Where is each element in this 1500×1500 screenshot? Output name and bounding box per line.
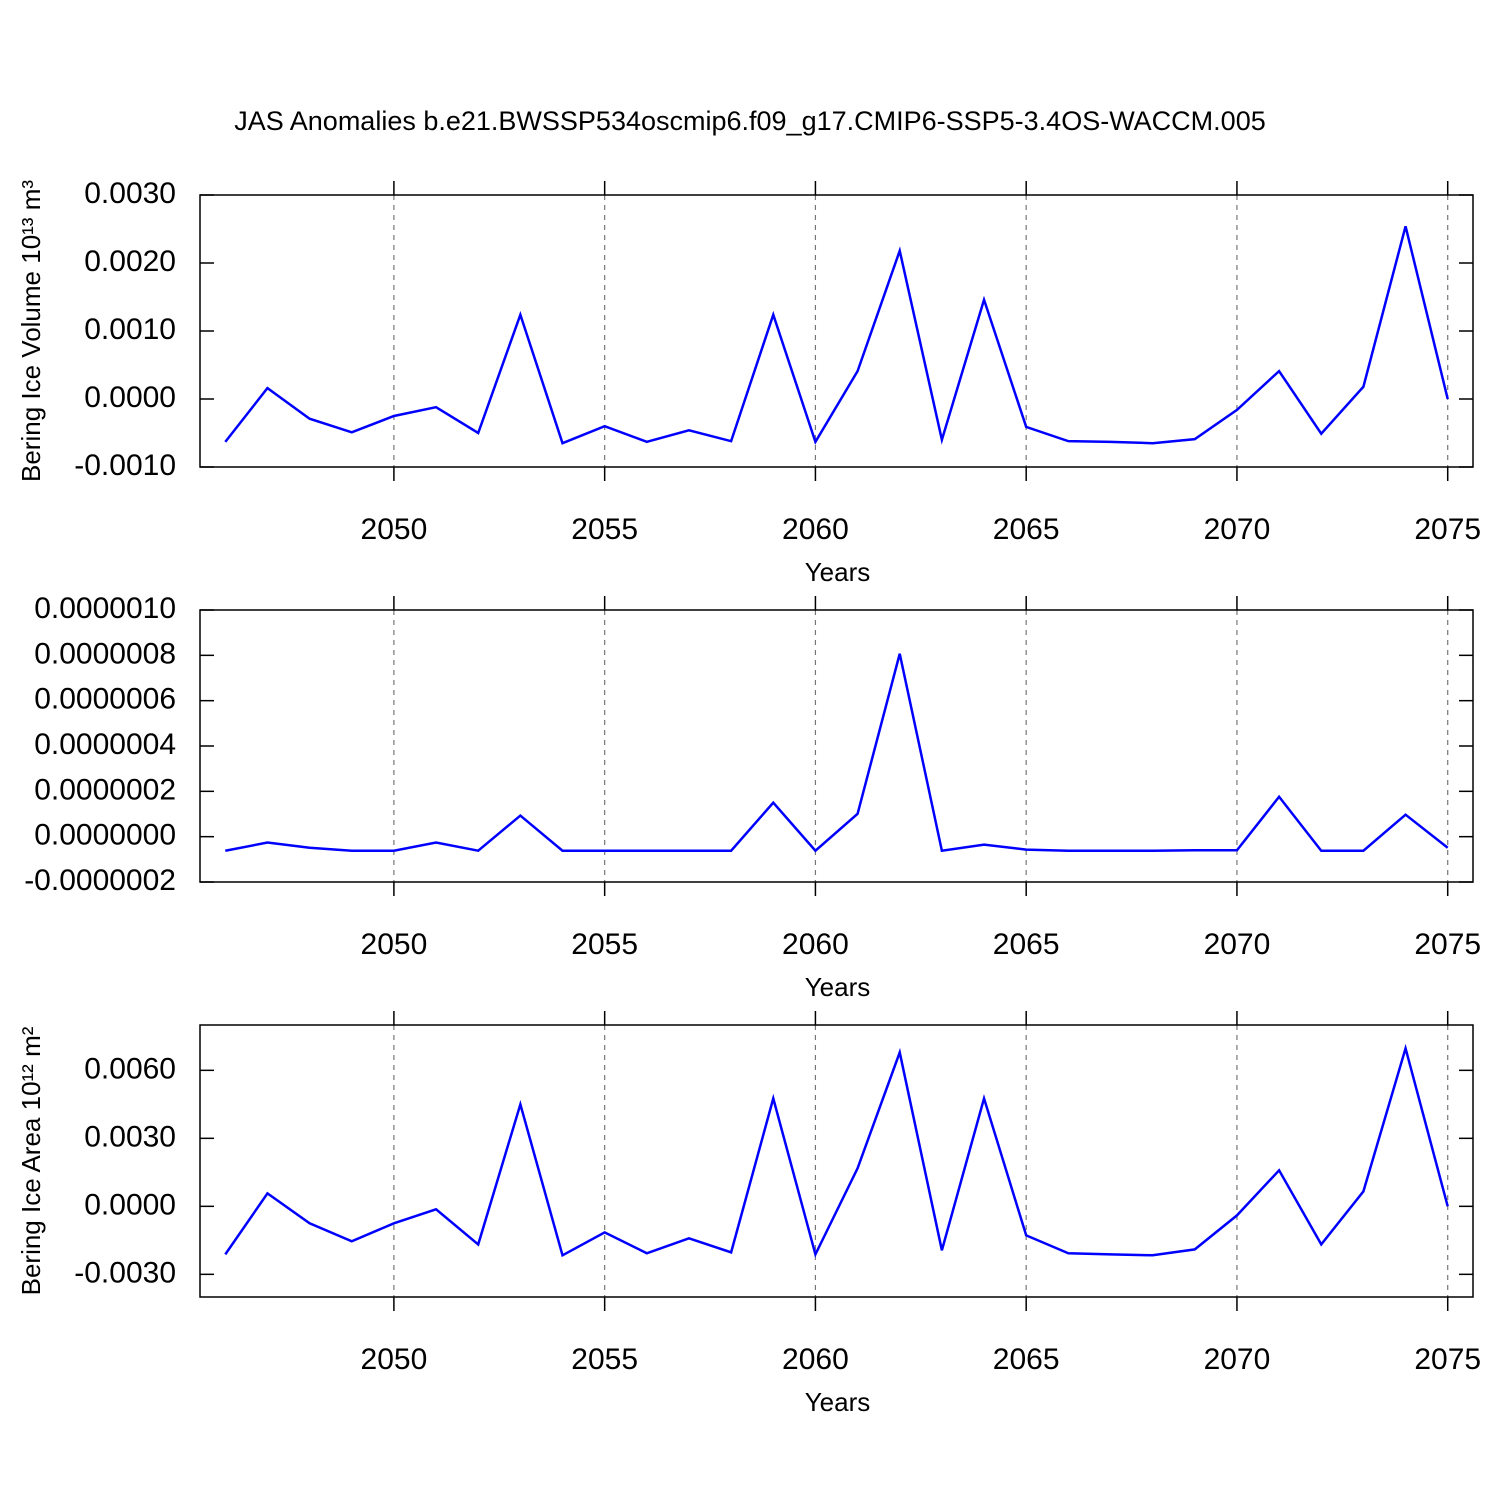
y-tick-label: 0.0060 bbox=[84, 1052, 176, 1085]
y-tick-label: 0.0000006 bbox=[34, 683, 176, 716]
x-tick-label: 2060 bbox=[782, 1343, 849, 1376]
data-line bbox=[224, 225, 1449, 445]
x-tick-label: 2050 bbox=[361, 513, 428, 546]
y-tick-label: 0.0000 bbox=[84, 1188, 176, 1221]
y-tick-label: 0.0020 bbox=[84, 245, 176, 278]
x-tick-label: 2070 bbox=[1204, 928, 1271, 961]
x-axis-title: Years bbox=[805, 1387, 871, 1417]
y-tick-label: 0.0000000 bbox=[34, 819, 176, 852]
y-tick-label: 0.0030 bbox=[84, 1120, 176, 1153]
y-axis-title: Bering Ice Area 10¹² m² bbox=[16, 1026, 46, 1295]
x-tick-label: 2065 bbox=[993, 928, 1060, 961]
plot-frame bbox=[199, 609, 1474, 883]
y-tick-label: 0.0000002 bbox=[34, 773, 176, 806]
x-tick-label: 2060 bbox=[782, 928, 849, 961]
x-tick-label: 2065 bbox=[993, 513, 1060, 546]
y-tick-label: -0.0030 bbox=[74, 1256, 176, 1289]
x-tick-label: 2055 bbox=[571, 513, 638, 546]
y-tick-label: 0.0030 bbox=[84, 177, 176, 210]
y-axis-title: Bering Ice Volume 10¹³ m³ bbox=[16, 180, 46, 482]
x-tick-label: 2075 bbox=[1414, 513, 1481, 546]
x-tick-label: 2060 bbox=[782, 513, 849, 546]
y-tick-label: 0.0000008 bbox=[34, 637, 176, 670]
data-line bbox=[224, 1043, 1449, 1258]
data-line bbox=[225, 653, 1449, 853]
plot-frame bbox=[199, 1024, 1474, 1298]
x-axis-title: Years bbox=[805, 557, 871, 587]
x-tick-label: 2055 bbox=[571, 928, 638, 961]
plot-frame bbox=[199, 194, 1474, 468]
x-tick-label: 2065 bbox=[993, 1343, 1060, 1376]
x-tick-label: 2075 bbox=[1414, 928, 1481, 961]
y-tick-label: 0.0000 bbox=[84, 381, 176, 414]
x-tick-label: 2070 bbox=[1204, 513, 1271, 546]
x-tick-label: 2075 bbox=[1414, 1343, 1481, 1376]
x-tick-label: 2055 bbox=[571, 1343, 638, 1376]
figure-title: JAS Anomalies b.e21.BWSSP534oscmip6.f09_… bbox=[234, 106, 1265, 136]
x-tick-label: 2050 bbox=[361, 1343, 428, 1376]
y-tick-label: 0.0000010 bbox=[34, 592, 176, 625]
y-tick-label: -0.0010 bbox=[74, 449, 176, 482]
y-tick-label: -0.0000002 bbox=[24, 864, 176, 897]
x-tick-label: 2050 bbox=[361, 928, 428, 961]
y-tick-label: 0.0010 bbox=[84, 313, 176, 346]
x-tick-label: 2070 bbox=[1204, 1343, 1271, 1376]
x-axis-title: Years bbox=[805, 972, 871, 1002]
y-tick-label: 0.0000004 bbox=[34, 728, 176, 761]
